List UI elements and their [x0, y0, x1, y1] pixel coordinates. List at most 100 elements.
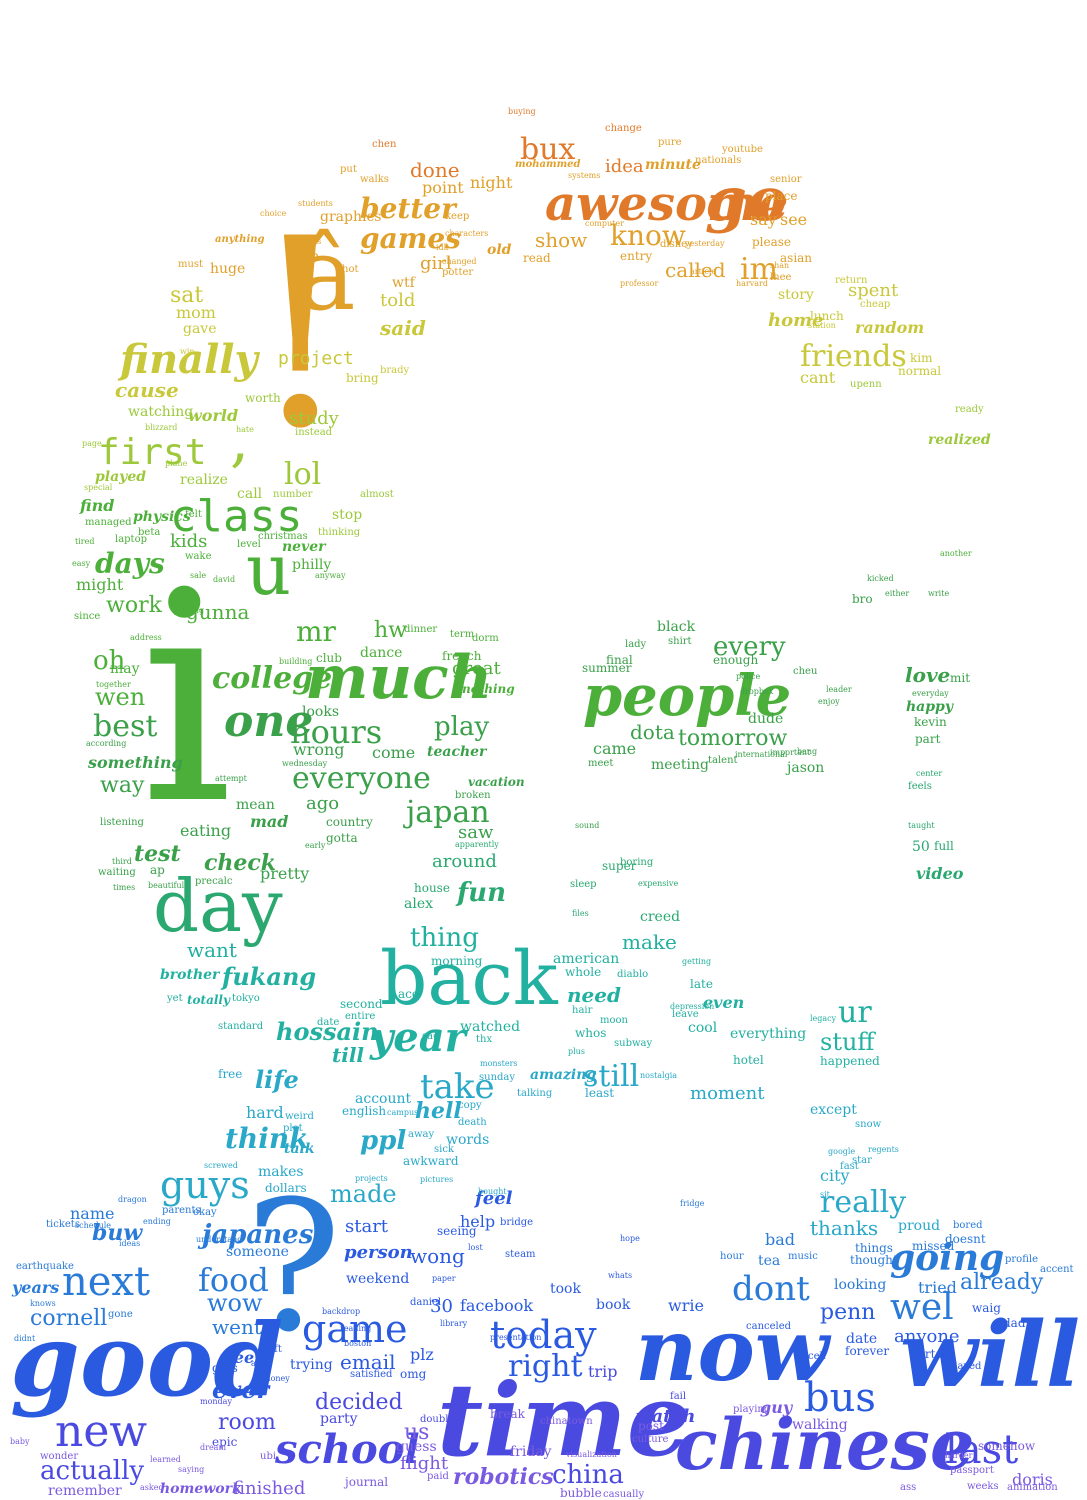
word-satisfied: satisfied [350, 1369, 393, 1380]
word-next: next [62, 1259, 151, 1305]
word-better: better [360, 192, 456, 225]
word-bought: bought [478, 1187, 507, 1196]
word-super: super [602, 859, 637, 873]
word-tired: tired [75, 537, 95, 546]
word-house: house [414, 881, 450, 895]
word-diablo: diablo [617, 969, 649, 980]
word-thx: thx [476, 1034, 493, 1045]
word-name: name [70, 1204, 115, 1223]
word-see: see [780, 210, 808, 229]
word-page: page [82, 439, 102, 448]
word-ending: ending [143, 1217, 171, 1226]
word-tried: tried [918, 1278, 957, 1297]
word-cause: cause [115, 378, 179, 402]
word-plus: plus [568, 1047, 585, 1056]
word-death: death [458, 1117, 487, 1128]
word-broken: broken [455, 790, 491, 801]
word-dad: dad [1003, 1316, 1026, 1330]
word-part: part [915, 732, 941, 746]
word-another: another [940, 549, 972, 558]
word-think: think [225, 1122, 309, 1155]
word-omg: omg [400, 1367, 427, 1381]
word-hope: hope [620, 1234, 640, 1243]
word-start: start [345, 1216, 389, 1237]
word-french: french [442, 649, 482, 663]
word-stop: stop [332, 507, 363, 523]
word-talk: talk [284, 1141, 315, 1157]
word-entry: entry [620, 249, 653, 263]
word-dollars: dollars [265, 1181, 307, 1195]
word-told: told [380, 290, 416, 311]
word-words: words [446, 1132, 490, 1148]
word-steam: steam [505, 1249, 536, 1260]
word-life: life [255, 1065, 299, 1094]
word-everyone: everyone [292, 761, 431, 796]
word-game: game [302, 1307, 408, 1351]
word-still: still [583, 1059, 640, 1094]
word-test: test [134, 841, 181, 867]
word-posting: posting [174, 606, 205, 615]
word-lunch: lunch [810, 309, 844, 323]
word-monsters: monsters [480, 1059, 518, 1068]
word-physics: physics [133, 509, 191, 525]
word-year: year [370, 1014, 466, 1061]
word-fifty: 50 [912, 839, 930, 855]
word-last: last [945, 1427, 1019, 1473]
word-exclaim: ! [248, 184, 353, 486]
word-someone: someone [226, 1244, 289, 1260]
word-done: done [410, 158, 460, 182]
word-visualization: visualization [566, 1450, 617, 1459]
word-presentation: presentation [490, 1333, 542, 1342]
word-article: article [690, 267, 717, 276]
word-finished: finished [233, 1478, 306, 1499]
word-days: days [95, 547, 165, 580]
word-japan: japan [406, 795, 490, 830]
word-blizzard: blizzard [145, 423, 178, 432]
word-feels: feels [908, 781, 932, 792]
word-write: write [928, 589, 950, 598]
word-person: person [344, 1242, 413, 1263]
word-waiting: waiting [98, 867, 136, 878]
word-cell: cell [808, 1351, 826, 1362]
word-take: take [420, 1067, 495, 1107]
word-google: google [828, 1147, 856, 1156]
word-school: school [275, 1426, 420, 1473]
word-entire: entire [345, 1011, 376, 1022]
word-copy: copy [458, 1100, 482, 1111]
word-sat: sat [170, 283, 204, 308]
word-question: ? [245, 1163, 342, 1372]
word-casually: casually [603, 1489, 645, 1500]
word-taught: taught [908, 821, 935, 830]
word-enough: enough [713, 653, 759, 667]
word-expensive: expensive [638, 879, 679, 888]
word-oh: oh [93, 646, 126, 676]
word-dorm: dorm [472, 633, 499, 644]
word-thought: thought [850, 1253, 898, 1267]
word-easy: easy [72, 559, 91, 568]
word-make: make [622, 930, 677, 954]
word-im: im [740, 252, 779, 287]
word-ap: ap [150, 863, 165, 877]
word-realized: realized [928, 432, 991, 448]
word-talking: talking [517, 1088, 553, 1099]
word-shirt: shirt [668, 636, 692, 647]
word-trip: trip [588, 1362, 618, 1381]
word-vacation: vacation [468, 775, 525, 789]
word-bad: bad [765, 1230, 796, 1249]
word-feel: feel [475, 1188, 513, 1209]
word-watch: watch [636, 1406, 696, 1427]
word-bux: bux [520, 132, 576, 167]
word-money: money [263, 1374, 290, 1383]
word-sick: sick [434, 1144, 454, 1155]
word-work: work [106, 593, 162, 618]
word-address: address [130, 633, 162, 642]
word-wrong: wrong [293, 740, 345, 759]
word-whats: whats [608, 1271, 633, 1280]
word-club: club [316, 651, 342, 665]
word-back: back [380, 936, 558, 1022]
word-awkward: awkward [403, 1154, 459, 1168]
word-old: old [487, 242, 512, 258]
word-wong: wong [410, 1244, 465, 1268]
word-learned: learned [150, 1455, 181, 1464]
word-double: double [420, 1414, 455, 1425]
